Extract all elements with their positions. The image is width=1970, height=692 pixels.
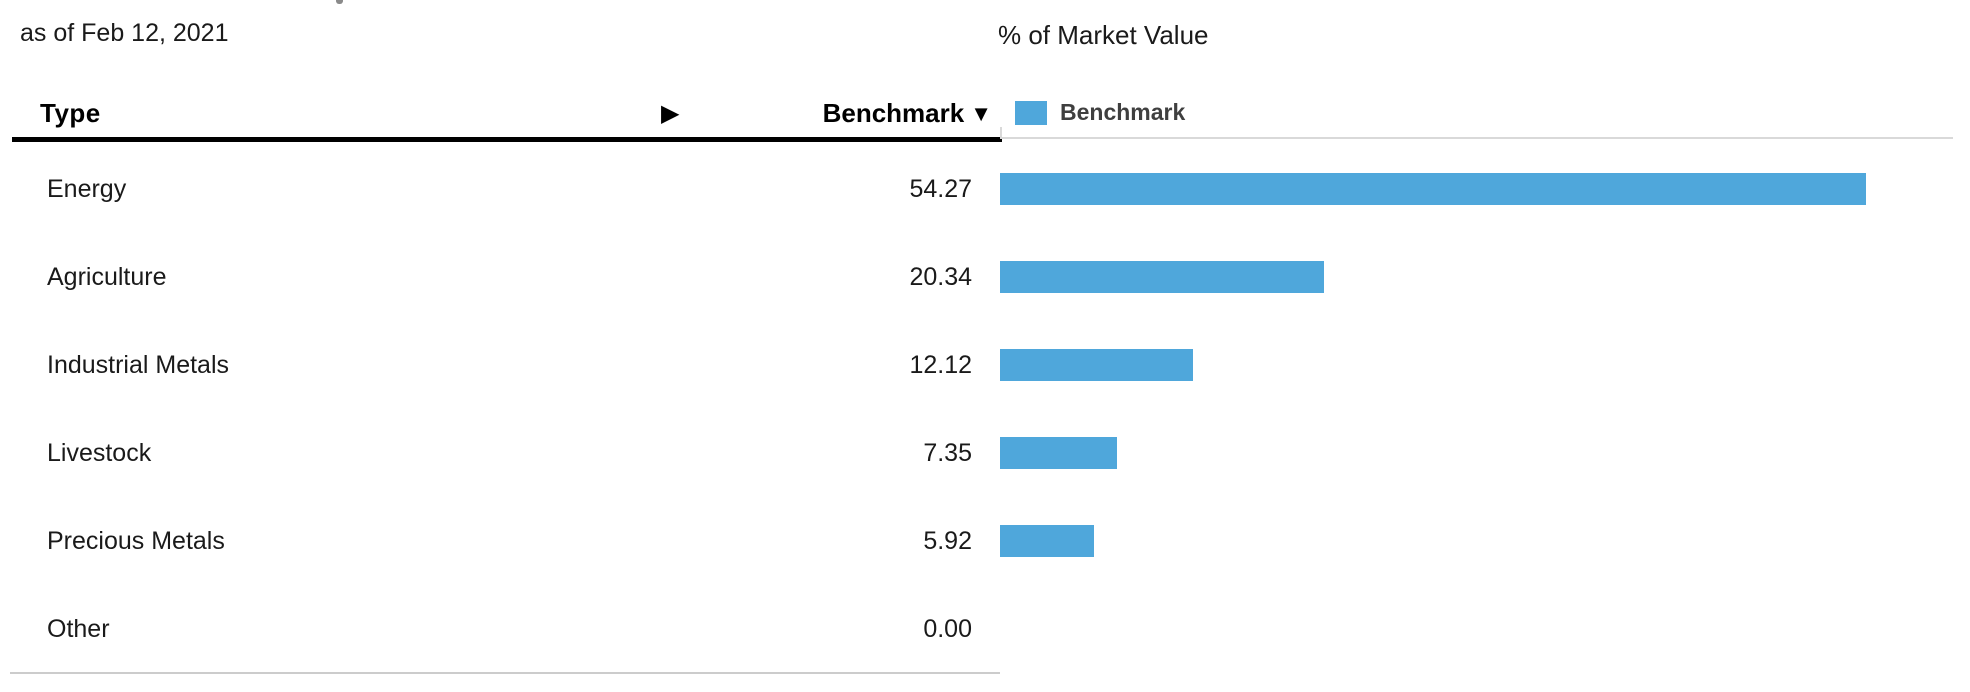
table-bottom-divider xyxy=(10,672,1000,674)
bar-row xyxy=(1000,145,1960,233)
row-label: Agriculture xyxy=(47,262,167,291)
row-label: Energy xyxy=(47,174,127,203)
table-row: Livestock 7.35 xyxy=(0,409,1002,497)
bar-row xyxy=(1000,497,1960,585)
benchmark-bar-agriculture[interactable] xyxy=(1000,261,1325,293)
table-row: Industrial Metals 12.12 xyxy=(0,321,1002,409)
as-of-date: as of Feb 12, 2021 xyxy=(20,19,229,47)
legend-swatch xyxy=(1015,100,1047,125)
row-value: 0.00 xyxy=(923,614,972,643)
row-value: 7.35 xyxy=(923,438,972,467)
row-value: 20.34 xyxy=(909,262,972,291)
row-label: Livestock xyxy=(47,438,152,467)
row-value: 5.92 xyxy=(923,526,972,555)
benchmark-bar-livestock[interactable] xyxy=(1000,437,1118,469)
bar-row xyxy=(1000,409,1960,497)
table-header-row: Type ▶ Benchmark ▼ xyxy=(12,90,1002,142)
type-table: Energy 54.27 Agriculture 20.34 Industria… xyxy=(0,145,1002,673)
bar-row xyxy=(1000,233,1960,321)
chart-header-divider xyxy=(1000,137,1953,139)
row-label: Industrial Metals xyxy=(47,350,230,379)
column-header-type[interactable]: Type xyxy=(40,98,101,128)
table-row: Other 0.00 xyxy=(0,585,1002,673)
row-value: 12.12 xyxy=(909,350,972,379)
row-label: Other xyxy=(47,614,110,643)
benchmark-bar-industrial-metals[interactable] xyxy=(1000,349,1194,381)
table-row: Agriculture 20.34 xyxy=(0,233,1002,321)
bar-row xyxy=(1000,585,1960,673)
expand-arrow-icon[interactable]: ▶ xyxy=(661,100,680,127)
benchmark-bar-energy[interactable] xyxy=(1000,173,1866,205)
row-label: Precious Metals xyxy=(47,526,225,555)
chart-header-divider-tick xyxy=(1000,127,1002,139)
sort-desc-icon: ▼ xyxy=(970,100,992,126)
legend-item-benchmark[interactable]: Benchmark xyxy=(1015,99,1185,126)
benchmark-bar-chart xyxy=(1000,145,1960,673)
table-row: Precious Metals 5.92 xyxy=(0,497,1002,585)
table-row: Energy 54.27 xyxy=(0,145,1002,233)
column-header-benchmark[interactable]: Benchmark ▼ xyxy=(823,98,1002,129)
cropped-text-artifact xyxy=(336,0,343,4)
row-value: 54.27 xyxy=(909,174,972,203)
chart-title: % of Market Value xyxy=(998,20,1209,50)
legend-label: Benchmark xyxy=(1060,99,1186,125)
bar-row xyxy=(1000,321,1960,409)
benchmark-bar-precious-metals[interactable] xyxy=(1000,525,1095,557)
column-header-benchmark-label: Benchmark xyxy=(822,98,965,128)
